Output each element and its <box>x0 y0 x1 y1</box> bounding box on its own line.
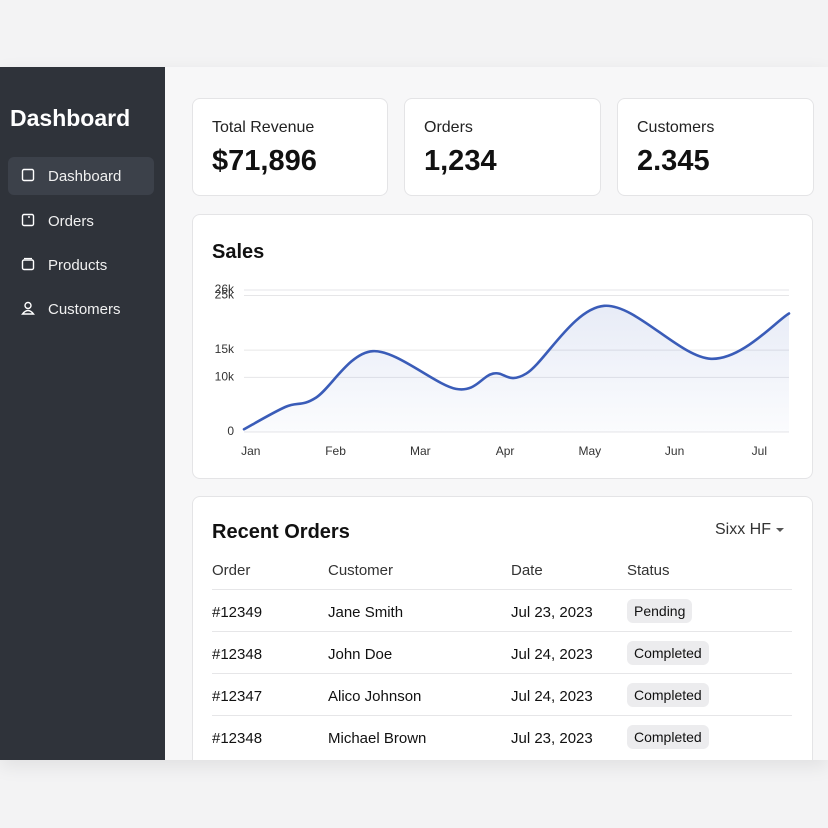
table-cell: John Doe <box>328 646 393 663</box>
orders-card: Recent Orders Sixx HF Order Customer Date S… <box>192 496 813 760</box>
x-tick-label: Jan <box>241 444 260 458</box>
y-tick-label: 15k <box>215 342 235 356</box>
y-tick-label: 25k <box>215 288 235 302</box>
icon <box>21 213 35 227</box>
card-title: Sales <box>212 241 265 263</box>
nav-item[interactable]: Dashboard <box>8 157 154 195</box>
table-cell: #12348 <box>212 646 263 663</box>
status-badge: Completed <box>627 725 709 749</box>
table-cell: #12348 <box>212 730 263 747</box>
stat-value: 2.345 <box>637 145 710 177</box>
nav-item[interactable]: Customers <box>8 290 154 328</box>
column-header: Order <box>212 562 251 579</box>
icon <box>21 257 35 271</box>
status-badge: Completed <box>627 683 709 707</box>
row-separator <box>212 673 792 674</box>
status-badge: Pending <box>627 599 693 623</box>
table-cell: Jane Smith <box>328 604 404 621</box>
sales-card: Sales 25k 26k 15k 10k 0 Jan Feb Mar Apr May Jun Jul <box>192 214 813 479</box>
table-cell: #12349 <box>212 604 263 621</box>
nav-label: Customers <box>48 301 121 318</box>
x-tick-label: Jul <box>752 444 767 458</box>
stat-value: 1,234 <box>424 145 497 177</box>
column-header: Date <box>511 562 543 579</box>
status-badge: Completed <box>627 641 709 665</box>
area <box>244 305 789 432</box>
stat-card: Total Revenue $71,896 <box>192 98 388 196</box>
sidebar: Dashboard Dashboard Orders Products Cust… <box>0 67 165 760</box>
nav-label: Dashboard <box>48 168 122 185</box>
x-tick-label: Apr <box>496 444 515 458</box>
y-tick-label: 26k <box>215 282 235 296</box>
app-window: Dashboard Dashboard Orders Products Cust… <box>0 67 828 760</box>
table-cell: Michael Brown <box>328 730 427 747</box>
row-separator <box>212 715 792 716</box>
stat-card: Orders 1,234 <box>404 98 601 196</box>
stat-value: $71,896 <box>212 145 317 177</box>
nav-item[interactable]: Orders <box>8 202 154 240</box>
line <box>242 304 791 431</box>
stat-card: Customers 2.345 <box>617 98 814 196</box>
table-cell: Jul 23, 2023 <box>511 604 593 621</box>
icon <box>21 168 35 182</box>
stat-label: Customers <box>637 119 715 136</box>
card-title: Recent Orders <box>212 521 350 543</box>
icon <box>21 301 35 315</box>
column-header: Status <box>627 562 670 579</box>
caret <box>776 528 785 532</box>
column-header: Customer <box>328 562 394 579</box>
nav-label: Orders <box>48 213 94 230</box>
filter-label: Sixx HF <box>715 521 771 538</box>
y-tick-label: 0 <box>227 424 234 438</box>
table-cell: Jul 24, 2023 <box>511 646 593 663</box>
nav-item[interactable]: Products <box>8 246 154 284</box>
y-tick-label: 10k <box>215 370 235 384</box>
x-tick-label: Feb <box>325 444 346 458</box>
table-cell: Jul 24, 2023 <box>511 688 593 705</box>
table-cell: Jul 23, 2023 <box>511 730 593 747</box>
x-tick-label: Mar <box>410 444 431 458</box>
table-cell: #12347 <box>212 688 263 705</box>
row-separator <box>212 589 792 590</box>
stat-label: Orders <box>424 119 473 136</box>
row-separator <box>212 631 792 632</box>
nav-label: Products <box>48 257 108 274</box>
table-cell: Alico Johnson <box>328 688 422 705</box>
x-tick-label: May <box>578 444 601 458</box>
filter-dropdown[interactable]: Sixx HF <box>715 521 785 539</box>
stat-label: Total Revenue <box>212 119 315 136</box>
sidebar-title: Dashboard <box>10 105 131 131</box>
x-tick-label: Jun <box>665 444 684 458</box>
